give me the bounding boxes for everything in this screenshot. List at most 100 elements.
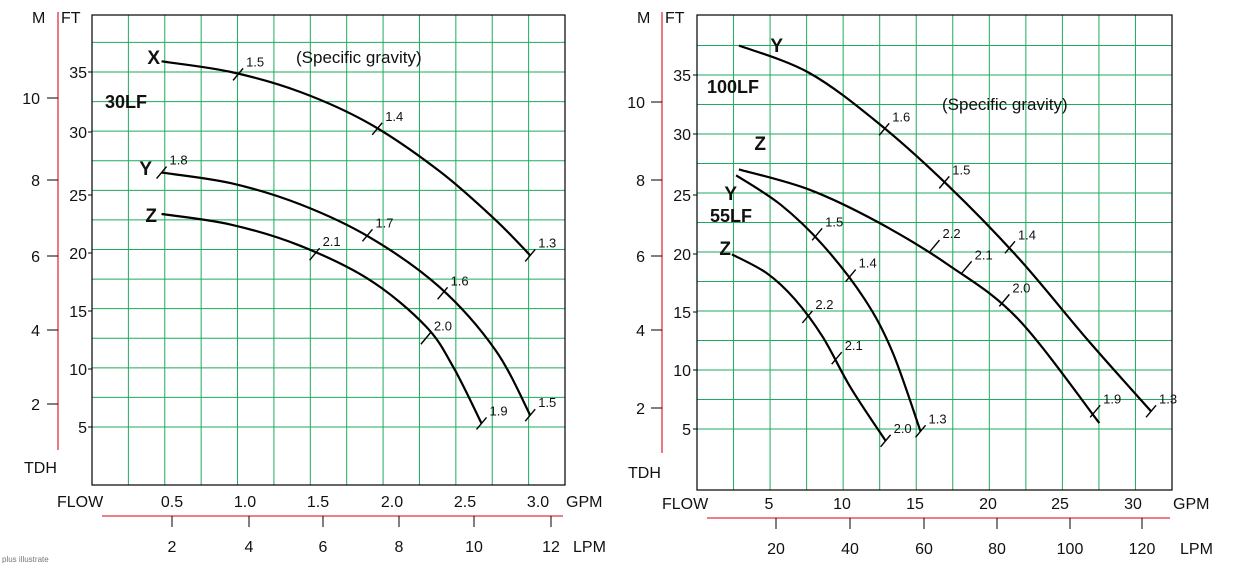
sg-tick: [845, 269, 857, 283]
gpm-tick-label: 2.0: [381, 494, 403, 511]
ft-tick-label: 15: [69, 304, 87, 321]
lpm-tick-label: 4: [245, 539, 254, 556]
lpm-tick-label: 60: [915, 541, 933, 558]
sg-tick: [801, 310, 813, 324]
sg-label: 2.2: [943, 226, 961, 241]
sg-label: 1.6: [451, 273, 469, 288]
performance-curve-y: [161, 171, 532, 416]
ft-tick-label: 5: [682, 422, 691, 439]
tdh-axis-title: TDH: [628, 465, 661, 482]
sg-label: 2.1: [323, 234, 341, 249]
lpm-tick-label: 6: [319, 539, 328, 556]
gpm-tick-label: 20: [979, 496, 997, 513]
ft-tick-label: 15: [673, 305, 691, 322]
sg-label: 2.0: [894, 421, 912, 436]
lpm-axis-title: LPM: [573, 539, 606, 556]
sg-label: 1.4: [859, 256, 877, 271]
ft-tick-label: 35: [673, 68, 691, 85]
lpm-tick-label: 120: [1129, 541, 1156, 558]
sg-tick: [1004, 240, 1016, 254]
m-axis-title: M: [637, 10, 650, 27]
sg-tick: [156, 166, 168, 180]
gpm-tick-label: 25: [1051, 496, 1069, 513]
plot-frame: [696, 14, 1173, 491]
m-tick-label: 10: [627, 95, 645, 112]
sg-label: 1.5: [825, 214, 843, 229]
sg-tick: [437, 286, 449, 300]
gpm-tick-label: 3.0: [527, 494, 549, 511]
footnote: plus illustrate: [2, 555, 49, 563]
lpm-axis-title: LPM: [1180, 541, 1213, 558]
lpm-tick-label: 12: [542, 539, 560, 556]
sg-label: 1.3: [929, 411, 947, 426]
performance-curve-z: [731, 253, 887, 442]
sg-tick: [998, 293, 1010, 307]
lpm-tick-label: 20: [767, 541, 785, 558]
gpm-tick-label: 30: [1124, 496, 1142, 513]
series-label: Y: [770, 36, 783, 57]
sg-tick: [524, 408, 536, 422]
gpm-tick-label: 10: [833, 496, 851, 513]
gpm-tick-label: 5: [765, 496, 774, 513]
sg-label: 2.0: [1012, 280, 1030, 295]
sg-label: 1.5: [538, 395, 556, 410]
m-tick-label: 2: [636, 401, 645, 418]
m-tick-label: 6: [636, 249, 645, 266]
model-label: 30LF: [105, 92, 147, 112]
sg-label: 1.3: [1159, 391, 1177, 406]
m-axis-title: M: [32, 10, 45, 27]
sg-label: 1.8: [170, 153, 188, 168]
gpm-tick-label: 1.0: [234, 494, 256, 511]
flow-axis-title: FLOW: [57, 494, 104, 511]
performance-curve-x: [161, 60, 532, 257]
sg-tick: [475, 417, 488, 430]
gpm-tick-label: 15: [906, 496, 924, 513]
sg-tick: [1145, 404, 1157, 418]
sg-tick: [938, 175, 950, 189]
ft-tick-label: 35: [69, 65, 87, 82]
m-tick-label: 6: [31, 249, 40, 266]
m-tick-label: 4: [636, 323, 645, 340]
sg-label: 1.4: [1018, 227, 1036, 242]
gpm-tick-label: 1.5: [307, 494, 329, 511]
ft-tick-label: 25: [69, 188, 87, 205]
gpm-tick-label: 2.5: [454, 494, 476, 511]
sg-tick: [811, 227, 823, 241]
sg-label: 2.1: [975, 247, 993, 262]
ft-axis-title: FT: [61, 10, 81, 27]
m-tick-label: 4: [31, 323, 40, 340]
sg-tick: [361, 228, 373, 242]
plot-frame: [91, 14, 566, 486]
series-label: Z: [719, 239, 731, 260]
sg-label: 1.3: [538, 235, 556, 250]
lpm-tick-label: 80: [988, 541, 1006, 558]
sg-tick: [914, 424, 927, 438]
series-label: X: [147, 48, 160, 69]
sg-label: 1.4: [385, 109, 403, 124]
model-label: 100LF: [707, 77, 759, 97]
gpm-axis-title: GPM: [566, 494, 602, 511]
sg-tick: [420, 331, 432, 345]
lpm-tick-label: 10: [465, 539, 483, 556]
sg-label: 1.5: [246, 54, 264, 69]
sg-label: 1.5: [952, 162, 970, 177]
series-label: Z: [145, 206, 157, 227]
performance-curve-z: [738, 168, 1101, 424]
sg-tick: [371, 122, 383, 136]
sg-label: 2.1: [845, 338, 863, 353]
model-label: 55LF: [710, 206, 752, 226]
performance-curve-z: [161, 212, 483, 424]
m-tick-label: 2: [31, 397, 40, 414]
gpm-axis-title: GPM: [1173, 496, 1209, 513]
sg-tick: [831, 351, 843, 365]
sg-label: 2.2: [815, 297, 833, 312]
tdh-axis-title: TDH: [24, 460, 57, 477]
sg-label: 1.7: [375, 215, 393, 230]
ft-tick-label: 20: [69, 246, 87, 263]
sg-tick: [880, 434, 892, 448]
flow-axis-title: FLOW: [662, 496, 709, 513]
series-label: Y: [139, 159, 152, 180]
